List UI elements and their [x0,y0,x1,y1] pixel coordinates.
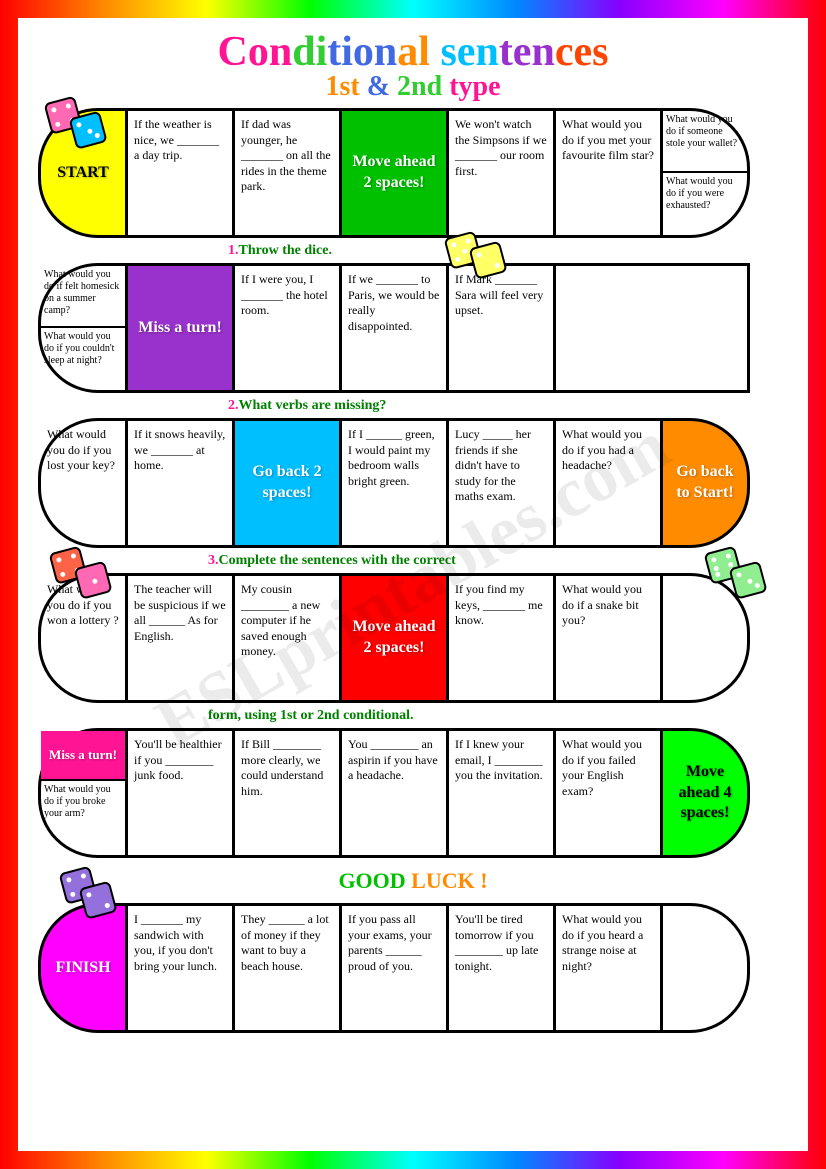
go-back-cell: Go back 2 spaces! [232,418,342,548]
cell-r5c3: If Bill ________ more clearly, we could … [232,728,342,858]
move-ahead-cell: Move ahead 2 spaces! [339,108,449,238]
cell-r3c4: If I ______ green, I would paint my bedr… [339,418,449,548]
instruction-4: form, using 1st or 2nd conditional. [208,708,414,724]
cell-r4c6: What would you do if a snake bit you? [553,573,663,703]
cell-r2c4: If we _______ to Paris, we would be real… [339,263,449,393]
move-ahead2-cell: Move ahead 2 spaces! [339,573,449,703]
cell-r5c5: If I knew your email, I ________ you the… [446,728,556,858]
cell-r6c6: What would you do if you heard a strange… [553,903,663,1033]
cell-r3c2: If it snows heavily, we _______ at home. [125,418,235,548]
go-back-start-cell: Go back to Start! [660,418,750,548]
cell-r2c1b: What would you do if you couldn't sleep … [41,328,125,390]
cell-r1c7a: What would you do if someone stole your … [663,111,747,173]
cell-r5c4: You ________ an aspirin if you have a he… [339,728,449,858]
cell-r3c1: What would you do if you lost your key? [38,418,128,548]
rainbow-border: ESLprintables.com Conditional sentences … [0,0,826,1169]
cell-r5c2: You'll be healthier if you ________ junk… [125,728,235,858]
cell-r6c7 [660,903,750,1033]
miss-turn2-cell: Miss a turn! [41,731,125,781]
cell-r6c2: I _______ my sandwich with you, if you d… [125,903,235,1033]
miss-turn-cell: Miss a turn! [125,263,235,393]
title-main: Conditional sentences [28,28,798,76]
title-sub: 1st & 2nd type [28,71,798,103]
cell-r4c2: The teacher will be suspicious if we all… [125,573,235,703]
good-luck: GOOD LUCK ! [28,868,798,894]
game-board: START If the weather is nice, we _______… [28,108,798,1108]
cell-r2c5: If Mark _______ Sara will feel very upse… [446,263,556,393]
finish-cell: FINISH [38,903,128,1033]
cell-r2c6ext [553,263,750,393]
cell-r2c1a: What would you do if felt homesick on a … [41,266,125,328]
cell-r6c5: You'll be tired tomorrow if you ________… [446,903,556,1033]
cell-r2c3: If I were you, I _______ the hotel room. [232,263,342,393]
cell-r4c5: If you find my keys, _______ me know. [446,573,556,703]
instruction-2: 2.What verbs are missing? [228,398,386,414]
cell-r1c3: If dad was younger, he _______ on all th… [232,108,342,238]
cell-r5c1: Miss a turn! What would you do if you br… [38,728,128,858]
cell-r1c5: We won't watch the Simpsons if we ______… [446,108,556,238]
cell-r1c2: If the weather is nice, we _______ a day… [125,108,235,238]
cell-r5c6: What would you do if you failed your Eng… [553,728,663,858]
cell-r6c3: They ______ a lot of money if they want … [232,903,342,1033]
cell-r6c4: If you pass all your exams, your parents… [339,903,449,1033]
instruction-1: 1.Throw the dice. [228,243,332,259]
instruction-3: 3.Complete the sentences with the correc… [208,553,456,569]
cell-r3c5: Lucy _____ her friends if she didn't hav… [446,418,556,548]
move-ahead3-cell: Move ahead 4 spaces! [660,728,750,858]
cell-r4c3: My cousin ________ a new computer if he … [232,573,342,703]
worksheet-inner: ESLprintables.com Conditional sentences … [18,18,808,1151]
cell-r1c6: What would you do if you met your favour… [553,108,663,238]
cell-r1c7: What would you do if someone stole your … [660,108,750,238]
cell-r5c1b: What would you do if you broke your arm? [41,781,125,855]
cell-r3c6: What would you do if you had a headache? [553,418,663,548]
title-block: Conditional sentences 1st & 2nd type [28,28,798,103]
cell-r1c7b: What would you do if you were exhausted? [663,173,747,235]
cell-r2c1: What would you do if felt homesick on a … [38,263,128,393]
